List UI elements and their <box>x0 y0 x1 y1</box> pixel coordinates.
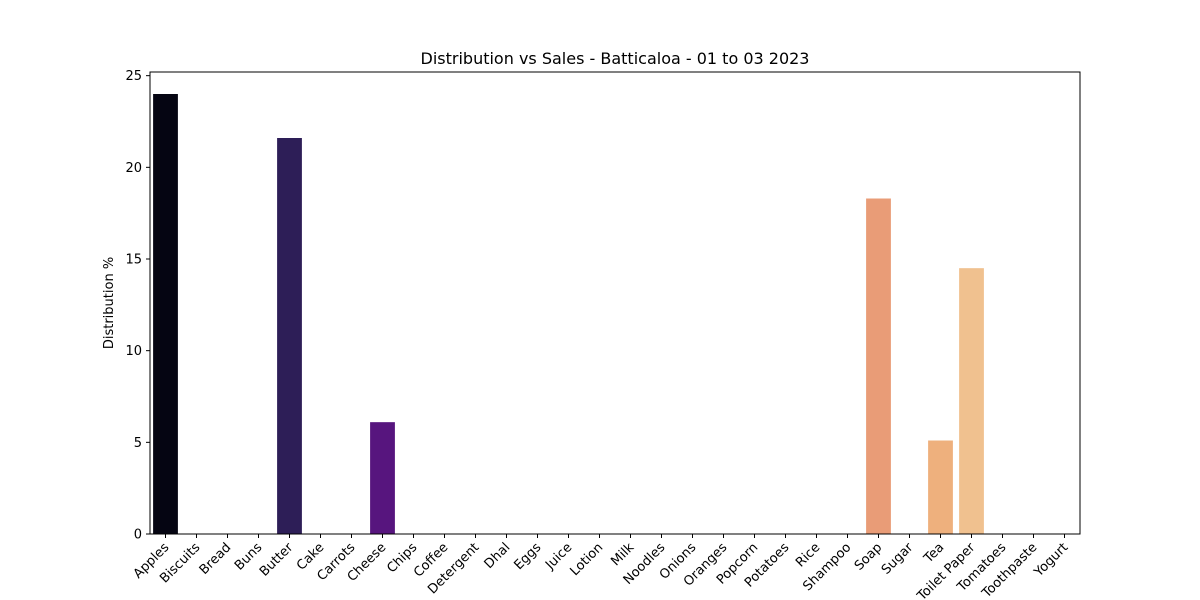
y-tick-label: 15 <box>125 253 142 268</box>
y-axis-label: Distribution % <box>102 257 117 349</box>
bar-cheese <box>370 422 395 534</box>
plot-frame <box>149 71 1081 535</box>
x-tick-label: Eggs <box>511 540 544 573</box>
x-tick-label: Bread <box>197 540 235 578</box>
y-tick-label: 25 <box>125 69 142 84</box>
y-tick-label: 5 <box>134 436 142 451</box>
bar-soap <box>866 198 891 534</box>
chart-title: Distribution vs Sales - Batticaloa - 01 … <box>421 49 810 68</box>
bar-tea <box>928 440 953 534</box>
x-axis: ApplesBiscuitsBreadBunsButterCakeCarrots… <box>131 534 1071 600</box>
bar-butter <box>277 138 302 534</box>
x-tick-label: Tea <box>921 540 948 567</box>
y-axis: 0 5 10 15 20 25 <box>125 69 150 543</box>
x-tick-label: Yogurt <box>1031 540 1071 580</box>
bar-toilet-paper <box>959 268 984 534</box>
x-tick-label: Lotion <box>568 540 607 579</box>
bar-apples <box>153 94 178 534</box>
y-tick-label: 10 <box>125 344 142 359</box>
y-tick-label: 20 <box>125 161 142 176</box>
y-tick-label: 0 <box>134 528 142 543</box>
x-tick-label: Butter <box>257 540 297 580</box>
x-tick-label: Dhal <box>482 540 514 572</box>
x-tick-label: Sugar <box>879 540 917 578</box>
bars-group <box>153 94 984 534</box>
